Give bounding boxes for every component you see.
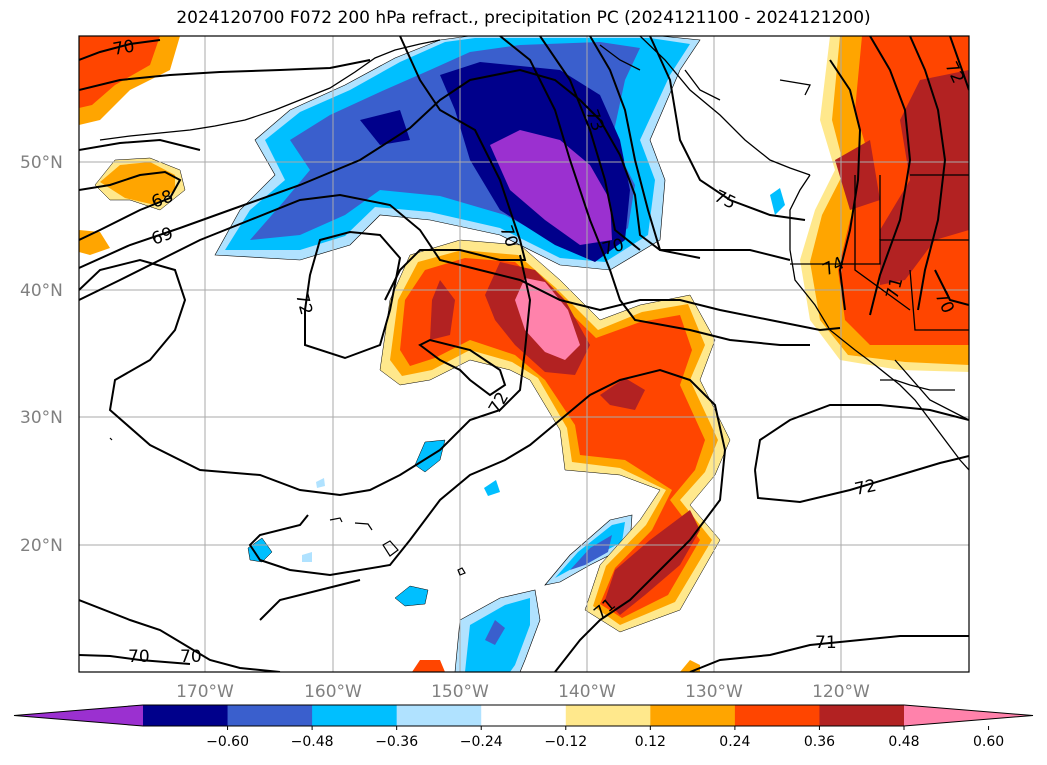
lat-label: 40°N [20, 281, 63, 301]
lat-label: 50°N [20, 153, 63, 173]
colorbar-tick-label: 0.24 [719, 734, 750, 750]
colorbar-tick-label: −0.24 [460, 734, 503, 750]
map-title: 2024120700 F072 200 hPa refract., precip… [176, 8, 871, 28]
colorbar-swatch [819, 705, 905, 726]
lon-label: 150°W [431, 682, 489, 702]
lon-label: 160°W [304, 682, 362, 702]
colorbar-tick-label: 0.48 [888, 734, 919, 750]
colorbar-extend-left [14, 705, 143, 726]
map-area: 70 68 69 70 73 75 72 70 72 72 74 71 70 7… [79, 36, 969, 672]
latitude-labels: 50°N 40°N 30°N 20°N [20, 153, 63, 556]
contour-label: 71 [815, 633, 837, 653]
negative-precip-blobs [247, 188, 969, 672]
colorbar-tick-label: −0.36 [375, 734, 418, 750]
contour-label: 70 [111, 36, 136, 59]
lon-label: 120°W [812, 682, 870, 702]
colorbar-swatch [396, 705, 482, 726]
colorbar-swatch [565, 705, 651, 726]
lon-label: 140°W [558, 682, 616, 702]
colorbar-swatch [312, 705, 398, 726]
colorbar-extend-right [904, 705, 1033, 726]
contour-label: 70 [128, 647, 150, 667]
colorbar-swatch [481, 705, 567, 726]
contour-lines [79, 36, 969, 672]
islands [109, 437, 466, 576]
colorbar-outline [13, 704, 1034, 727]
colorbar-swatch [143, 705, 229, 726]
colorbar-swatch [734, 705, 820, 726]
colorbar-tick-label: −0.60 [206, 734, 249, 750]
lon-label: 130°W [685, 682, 743, 702]
colorbar-swatch [227, 705, 313, 726]
lat-label: 20°N [20, 536, 63, 556]
contour-label: 72 [853, 476, 878, 500]
map-border [78, 35, 970, 673]
contour-label: 70 [180, 647, 202, 667]
positive-precip-anomaly [379, 239, 731, 672]
lon-label: 170°W [176, 682, 234, 702]
lat-label: 30°N [20, 408, 63, 428]
colorbar-tick-label: −0.48 [291, 734, 334, 750]
colorbar-tick-label: 0.60 [973, 734, 1004, 750]
colorbar-swatch [650, 705, 736, 726]
colorbar-tick-label: 0.12 [635, 734, 666, 750]
longitude-labels: 170°W 160°W 150°W 140°W 130°W 120°W [176, 682, 870, 702]
colorbar-tick-label: −0.12 [544, 734, 587, 750]
colorbar-tick-label: 0.36 [804, 734, 835, 750]
colorbar: −0.60 −0.48 −0.36 −0.24 −0.12 0.12 0.24 0.36 0.4… [13, 704, 1034, 750]
coastlines [99, 36, 969, 471]
